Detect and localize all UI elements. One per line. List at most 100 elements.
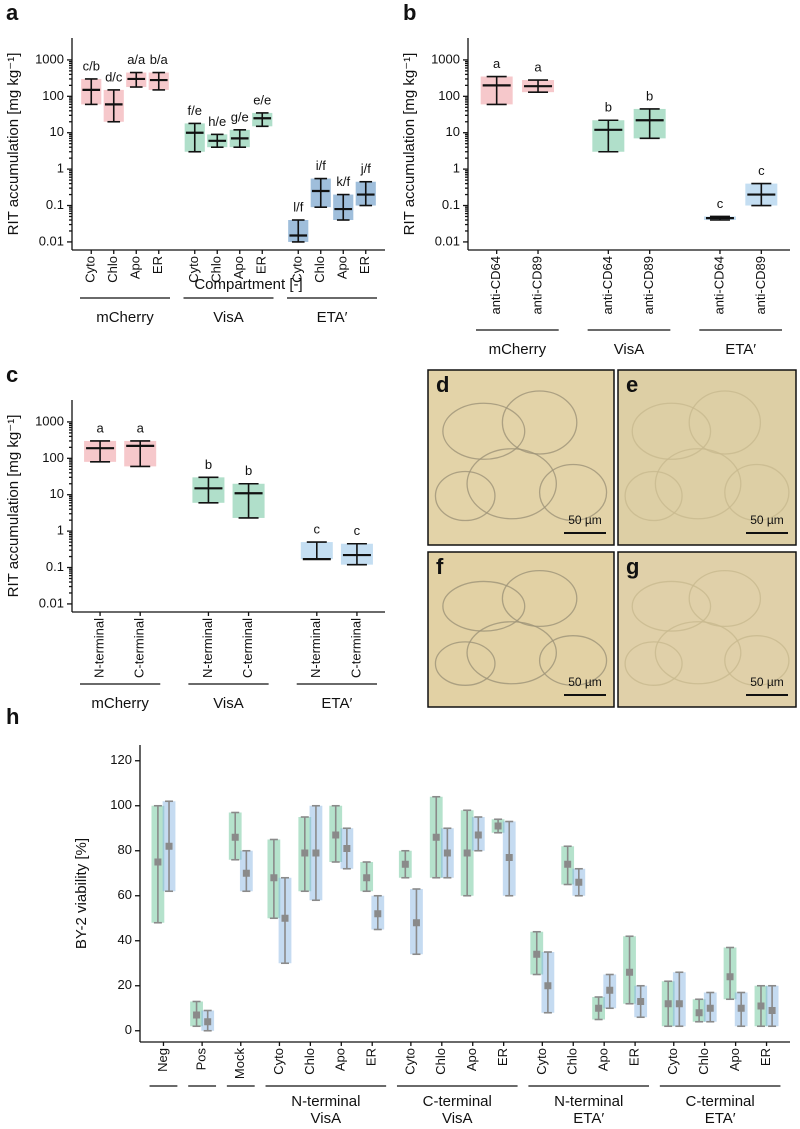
- mean-marker: [363, 874, 371, 882]
- y-tick-label: 10: [446, 124, 460, 139]
- significance-letter: a/a: [127, 52, 146, 67]
- y-tick-label: 1: [57, 523, 64, 538]
- mean-marker: [401, 860, 409, 868]
- y-tick-label: 80: [118, 842, 132, 857]
- y-tick-label: 100: [110, 797, 132, 812]
- panel-label: h: [6, 704, 19, 729]
- mean-marker: [533, 950, 541, 958]
- x-tick-label: anti-CD64: [600, 256, 615, 315]
- x-tick-label: Cyto: [290, 256, 305, 283]
- x-tick-label: Chlo: [209, 256, 224, 283]
- x-tick-label: C-terminal: [348, 618, 363, 678]
- x-tick-label: Chlo: [433, 1048, 448, 1075]
- mean-marker: [301, 849, 309, 857]
- y-tick-label: 1000: [35, 51, 64, 66]
- significance-letter: b: [605, 100, 612, 115]
- mean-marker: [575, 878, 583, 886]
- x-tick-label: Chlo: [565, 1048, 580, 1075]
- y-tick-label: 120: [110, 752, 132, 767]
- mean-marker: [505, 854, 513, 861]
- y-axis-label: BY-2 viability [%]: [73, 838, 90, 949]
- x-tick-label: Apo: [464, 1048, 479, 1071]
- y-tick-label: 0.01: [39, 233, 64, 248]
- group-label: mCherry: [489, 341, 547, 358]
- cell-outline: [434, 641, 496, 686]
- cell-outline: [724, 463, 790, 522]
- significance-letter: e/e: [253, 92, 271, 107]
- cell-outline: [654, 448, 742, 520]
- significance-letter: b/a: [150, 52, 169, 67]
- mean-marker: [757, 1002, 765, 1010]
- x-tick-label: ER: [364, 1048, 379, 1066]
- cell-outline: [624, 641, 683, 686]
- cell-outline: [688, 569, 762, 628]
- cell-outline: [654, 621, 742, 685]
- y-tick-label: 0.1: [46, 197, 64, 212]
- x-tick-label: Chlo: [696, 1048, 711, 1075]
- y-tick-label: 0.01: [39, 595, 64, 610]
- x-tick-label: anti-CD89: [753, 256, 768, 315]
- y-tick-label: 1000: [431, 51, 460, 66]
- x-tick-label: Cyto: [665, 1048, 680, 1075]
- cell-outline: [724, 635, 790, 686]
- cell-outline: [631, 580, 712, 632]
- panel-label: c: [6, 362, 18, 387]
- mean-marker: [664, 1000, 672, 1008]
- group-label: mCherry: [91, 695, 149, 712]
- panel-label: d: [436, 372, 449, 397]
- x-tick-label: Cyto: [271, 1048, 286, 1075]
- x-tick-label: ER: [758, 1048, 773, 1066]
- mean-marker: [343, 845, 351, 852]
- cell-outline: [631, 402, 712, 460]
- significance-letter: d/c: [105, 69, 123, 84]
- mean-marker: [544, 982, 552, 990]
- mean-marker: [443, 849, 451, 857]
- cell-outline: [501, 569, 578, 628]
- significance-letter: j/f: [360, 161, 372, 176]
- significance-letter: a: [96, 420, 104, 435]
- mean-marker: [242, 869, 250, 877]
- significance-letter: l/f: [293, 199, 304, 214]
- cell-outline: [538, 463, 608, 522]
- mean-marker: [231, 833, 239, 841]
- x-tick-label: Cyto: [186, 256, 201, 283]
- y-tick-label: 60: [118, 887, 132, 902]
- group-label: ETA′: [573, 1110, 604, 1127]
- scale-bar-label: 50 µm: [568, 513, 602, 527]
- group-label: VisA: [442, 1110, 473, 1127]
- panel-label: e: [626, 372, 638, 397]
- group-label: ETA′: [317, 309, 348, 326]
- group-label: N-terminal: [554, 1093, 623, 1110]
- micrograph: [617, 551, 797, 708]
- mean-marker: [675, 1000, 683, 1008]
- panel-label: a: [6, 0, 19, 25]
- x-tick-label: Chlo: [105, 256, 120, 283]
- mean-marker: [564, 860, 572, 868]
- significance-letter: b: [646, 88, 653, 103]
- x-tick-label: N-terminal: [200, 618, 215, 678]
- y-tick-label: 100: [42, 88, 64, 103]
- y-tick-label: 0.1: [46, 559, 64, 574]
- scale-bar-label: 50 µm: [750, 675, 784, 689]
- y-tick-label: 0.01: [435, 233, 460, 248]
- mean-marker: [695, 1009, 703, 1017]
- x-tick-label: Apo: [128, 256, 143, 279]
- mean-marker: [595, 1004, 603, 1012]
- significance-letter: b: [205, 457, 212, 472]
- group-label: N-terminal: [291, 1093, 360, 1110]
- micrograph: [427, 369, 615, 546]
- mean-marker: [494, 822, 502, 830]
- significance-letter: a: [493, 56, 501, 71]
- group-label: mCherry: [96, 309, 154, 326]
- cell-outline: [442, 580, 526, 632]
- mean-marker: [312, 849, 320, 857]
- mean-marker: [270, 874, 278, 882]
- mean-marker: [281, 914, 289, 922]
- x-tick-label: ER: [627, 1048, 642, 1066]
- micrograph: [427, 551, 615, 708]
- x-tick-label: N-terminal: [308, 618, 323, 678]
- cell-outline: [442, 402, 526, 460]
- group-label: VisA: [614, 341, 645, 358]
- mean-marker: [474, 831, 482, 839]
- significance-letter: a: [534, 59, 542, 74]
